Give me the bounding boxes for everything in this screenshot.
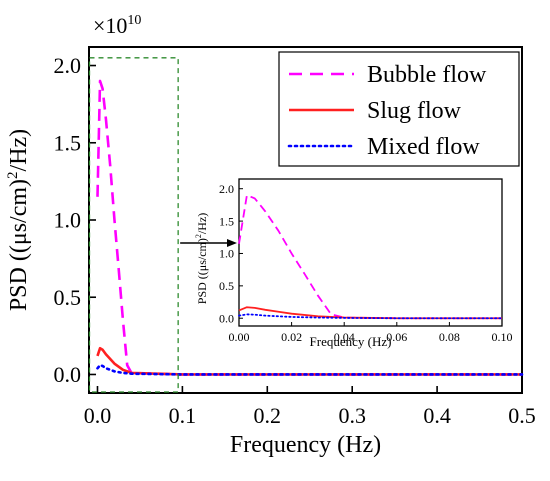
inset-plot: 0.00 0.02 0.04 0.06 0.08 0.10 0.0 0.5 1.0 1.5 2.0… xyxy=(194,178,513,349)
main-x-tick-label: 0.2 xyxy=(254,403,282,428)
series-line-slug-flow xyxy=(96,346,522,376)
inset-x-tick-label: 0.10 xyxy=(492,330,513,344)
inset-x-tick-label: 0.06 xyxy=(386,330,407,344)
inset-x-tick-label: 0.04 xyxy=(334,330,355,344)
inset-ylabel-sup: 2 xyxy=(194,234,203,238)
inset-x-tick-label: 0.02 xyxy=(281,330,302,344)
main-plot: 0.0 0.1 0.2 0.3 0.4 0.5 0.0 0.5 1.0 1.5 2.0 ×1010… xyxy=(5,13,536,458)
inset-y-tick-label: 0.5 xyxy=(219,279,234,293)
zoom-arrow-head xyxy=(227,239,237,247)
main-y-tick-label: 0.0 xyxy=(54,362,82,387)
inset-x-ticks: 0.00 0.02 0.04 0.06 0.08 0.10 xyxy=(229,322,513,344)
main-y-tick-label: 1.0 xyxy=(54,208,82,233)
inset-y-axis-label: PSD ((μs/cm)2/Hz) xyxy=(194,213,209,304)
inset-x-tick-label: 0.08 xyxy=(439,330,460,344)
main-x-axis-label: Frequency (Hz) xyxy=(230,432,381,458)
legend-items: Bubble flow Slug flow Mixed flow xyxy=(287,62,487,160)
main-y-tick-label: 2.0 xyxy=(54,53,82,78)
main-y-tick-label: 1.5 xyxy=(54,130,82,155)
main-x-tick-label: 0.3 xyxy=(338,403,366,428)
inset-y-tick-label: 1.0 xyxy=(219,247,234,261)
main-x-tick-label: 0.1 xyxy=(169,403,197,428)
inset-y-tick-label: 1.5 xyxy=(219,214,234,228)
main-y-axis-label: PSD ((μs/cm)2/Hz) xyxy=(5,129,32,311)
main-x-tick-label: 0.0 xyxy=(84,403,112,428)
legend-label: Mixed flow xyxy=(367,134,480,160)
inset-y-ticks: 0.0 0.5 1.0 1.5 2.0 xyxy=(219,182,243,325)
main-ylabel-sup: 2 xyxy=(5,171,21,179)
main-y-tick-label: 0.5 xyxy=(54,285,82,310)
legend-label: Slug flow xyxy=(367,98,462,124)
inset-y-tick-label: 0.0 xyxy=(219,311,234,325)
inset-ylabel-prefix: PSD ((μs/cm) xyxy=(195,238,209,304)
legend: Bubble flow Slug flow Mixed flow xyxy=(278,51,520,167)
inset-x-axis-label: Frequency (Hz) xyxy=(310,334,392,349)
main-x-ticks: 0.0 0.1 0.2 0.3 0.4 0.5 xyxy=(84,386,536,428)
main-y-ticks: 0.0 0.5 1.0 1.5 2.0 xyxy=(54,53,96,387)
series-line-mixed-flow xyxy=(96,363,524,376)
legend-label: Bubble flow xyxy=(367,62,487,88)
inset-plot-frame xyxy=(238,178,503,327)
main-x-tick-label: 0.4 xyxy=(423,403,451,428)
inset-ylabel-suffix: /Hz) xyxy=(195,213,209,234)
zoom-region-box xyxy=(88,57,179,393)
inset-y-tick-label: 2.0 xyxy=(219,182,234,196)
zoom-arrow xyxy=(180,239,237,247)
main-ylabel-prefix: PSD ((μs/cm) xyxy=(6,179,32,311)
series-line-bubble-flow xyxy=(238,194,502,320)
multiplier-base: ×10 xyxy=(93,13,127,38)
main-x-tick-label: 0.5 xyxy=(508,403,536,428)
series-line-mixed-flow xyxy=(238,313,503,320)
y-multiplier-label: ×1010 xyxy=(93,13,141,38)
multiplier-exponent: 10 xyxy=(127,13,141,28)
inset-series-lines xyxy=(238,194,503,320)
main-series-lines xyxy=(96,79,524,376)
inset-x-tick-label: 0.00 xyxy=(229,330,250,344)
main-ylabel-suffix: /Hz) xyxy=(6,129,32,172)
series-line-bubble-flow xyxy=(96,79,522,376)
